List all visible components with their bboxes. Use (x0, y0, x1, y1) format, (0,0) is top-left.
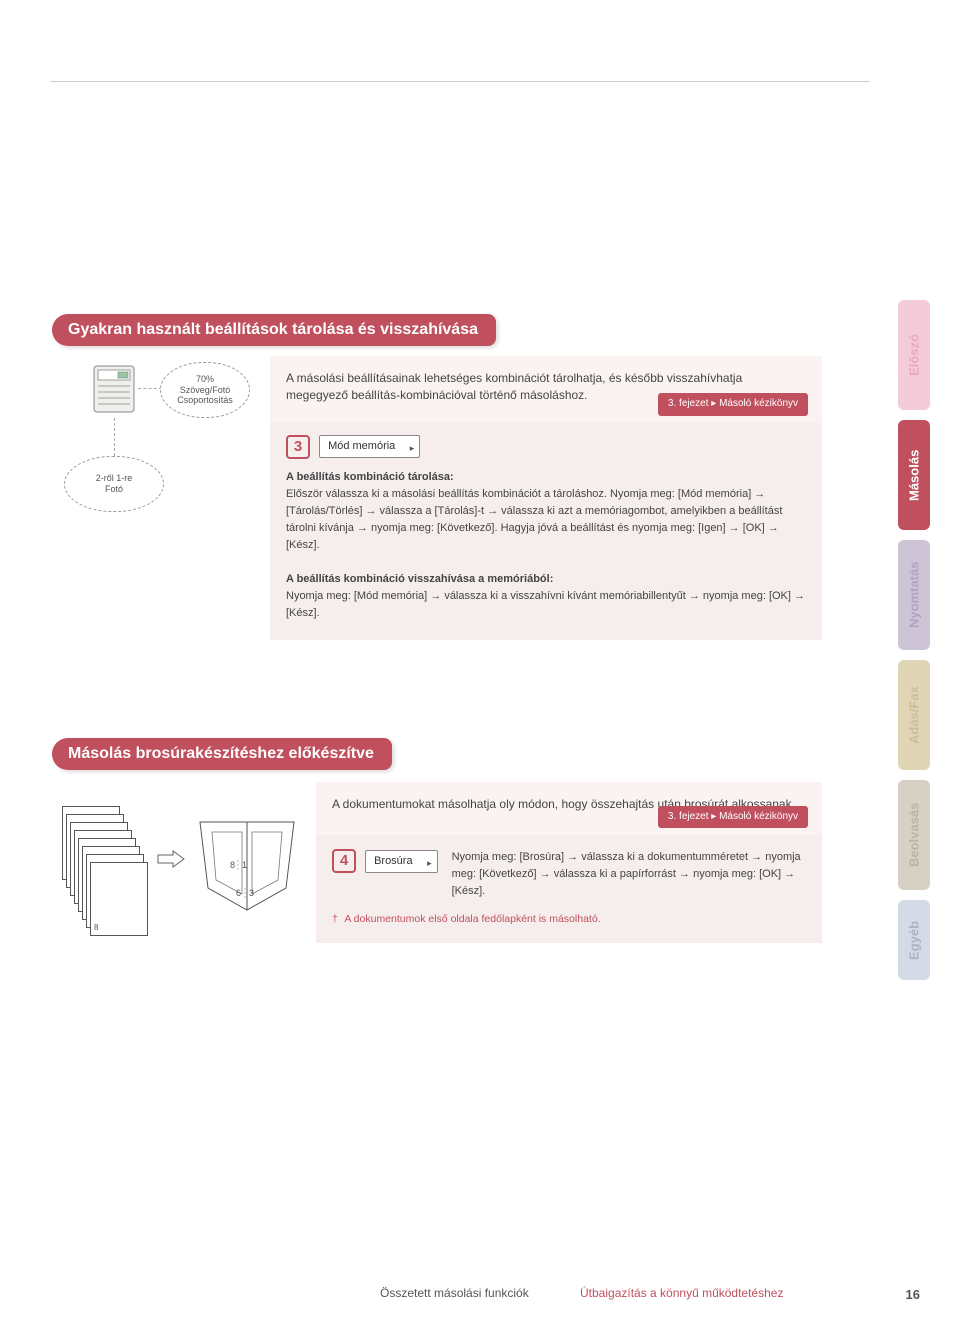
tab-eloszo[interactable]: Előszó (898, 300, 930, 410)
section2-footnote: A dokumentumok első oldala fedőlapként i… (344, 913, 600, 925)
section2-body: Nyomja meg: [Brosúra] → válassza ki a do… (452, 849, 806, 900)
tab-egyeb[interactable]: Egyéb (898, 900, 930, 980)
bubble-settings-1: 70% Szöveg/Fotó Csoportosítás (160, 362, 250, 418)
stack-page: 8 (90, 862, 148, 936)
tab-adasfax[interactable]: Adás/Fax (898, 660, 930, 770)
step-number-4: 4 (332, 849, 356, 873)
section1-chapter-ref: 3. fejezet ▸ Másoló kézikönyv (658, 393, 808, 416)
section2-diagram: 1 2 3 4 5 6 7 8 8 (62, 800, 312, 940)
bubble1-l2: Szöveg/Fotó (180, 385, 231, 395)
section1-p1-body: Először válassza ki a másolási beállítás… (286, 486, 806, 554)
fold-num-a: 8 (230, 860, 235, 870)
tab-masolas[interactable]: Másolás (898, 420, 930, 530)
fold-num-b: 1 (242, 860, 247, 870)
section1-p1-title: A beállítás kombináció tárolása: (286, 469, 806, 486)
ui-mode-memory: Mód memória (319, 435, 420, 458)
fold-num-d: 3 (249, 888, 254, 898)
page-number: 16 (906, 1287, 920, 1302)
section1-p2-title: A beállítás kombináció visszahívása a me… (286, 571, 806, 588)
footer-section: Összetett másolási funkciók (380, 1286, 529, 1300)
bubble2-l2: Fotó (105, 484, 123, 494)
tab-beolvasas[interactable]: Beolvasás (898, 780, 930, 890)
printer-icon (88, 360, 140, 418)
section1-p2-body: Nyomja meg: [Mód memória] → válassza ki … (286, 588, 806, 622)
bubble1-l3: Csoportosítás (177, 395, 233, 405)
section1-diagram: 70% Szöveg/Fotó Csoportosítás 2-ről 1-re… (64, 360, 264, 520)
footer-guide-title: Útbaigazítás a könnyű működtetéshez (580, 1286, 783, 1300)
side-tabs: Előszó Másolás Nyomtatás Adás/Fax Beolva… (898, 300, 930, 980)
fold-num-c: 6 (236, 888, 241, 898)
section2-title: Másolás brosúrakészítéshez előkészítve (52, 738, 392, 770)
header-rule (50, 80, 870, 82)
section1-title: Gyakran használt beállítások tárolása és… (52, 314, 496, 346)
booklet-icon: 8 1 6 3 (192, 818, 302, 918)
tab-nyomtatas[interactable]: Nyomtatás (898, 540, 930, 650)
bubble-settings-2: 2-ről 1-re Fotó (64, 456, 164, 512)
step-number-3: 3 (286, 435, 310, 459)
section2-chapter-ref: 3. fejezet ▸ Másoló kézikönyv (658, 806, 808, 829)
section2-panel: A dokumentumokat másolhatja oly módon, h… (316, 782, 822, 943)
ui-brochure: Brosúra (365, 850, 438, 873)
dagger-icon: † (332, 911, 342, 927)
bubble2-l1: 2-ről 1-re (96, 473, 133, 483)
arrow-icon (157, 850, 185, 868)
section1-panel: A másolási beállításainak lehetséges kom… (270, 356, 822, 640)
bubble1-l1: 70% (196, 374, 214, 384)
